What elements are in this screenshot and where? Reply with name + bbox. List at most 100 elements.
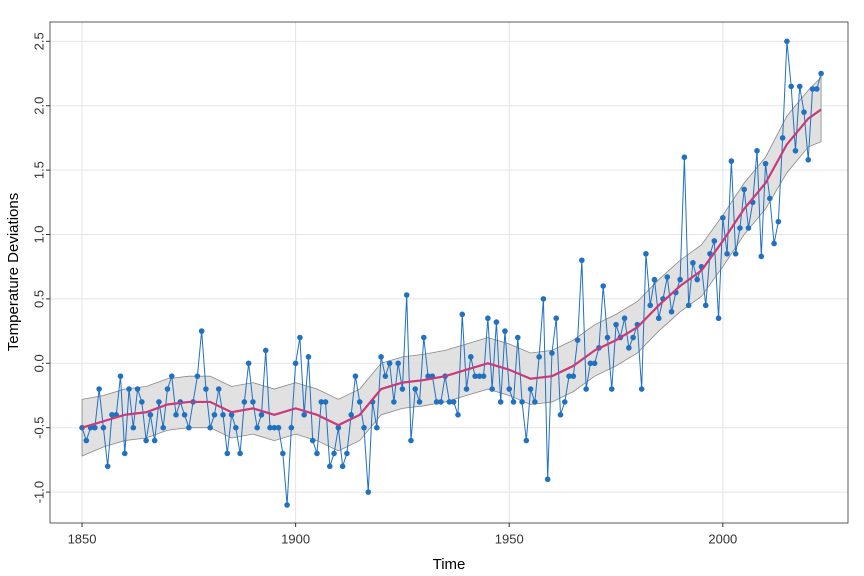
point (536, 354, 542, 360)
point (553, 315, 560, 322)
point (574, 337, 581, 343)
point (604, 334, 611, 341)
point (737, 225, 743, 231)
point (446, 399, 453, 405)
point (715, 315, 722, 322)
point (117, 373, 124, 379)
y-tick-label: -0.5 (31, 416, 46, 438)
point (805, 157, 812, 163)
point (630, 334, 636, 341)
point (651, 276, 658, 283)
point (814, 86, 820, 92)
point (425, 373, 431, 379)
y-tick-label: 0.5 (31, 290, 46, 308)
point (318, 399, 325, 405)
point (207, 424, 213, 431)
point (151, 437, 158, 444)
point (621, 315, 628, 322)
point (126, 386, 132, 392)
point (459, 311, 466, 318)
point (638, 386, 645, 392)
point (681, 154, 688, 161)
x-axis-title: Time (433, 556, 466, 573)
y-tick-label: 2.5 (31, 32, 46, 50)
point (335, 424, 342, 431)
point (186, 424, 192, 431)
confidence-band (81, 76, 822, 457)
point (215, 386, 222, 392)
point (775, 218, 782, 225)
point (297, 334, 303, 341)
point (557, 412, 564, 418)
point (754, 147, 760, 154)
point (245, 360, 252, 367)
point (702, 302, 709, 309)
point (147, 412, 154, 418)
point (391, 399, 397, 405)
point (779, 135, 786, 141)
point (655, 315, 662, 322)
point (399, 386, 406, 392)
point (788, 83, 794, 90)
point (403, 292, 410, 298)
point (480, 373, 487, 379)
point (647, 302, 654, 309)
x-tick-label: 1850 (68, 531, 97, 546)
point (438, 399, 444, 405)
point (96, 386, 102, 392)
point (258, 412, 265, 418)
point (796, 83, 803, 90)
y-tick-label: 1.0 (31, 225, 46, 243)
point (331, 450, 337, 457)
point (233, 424, 239, 431)
point (771, 240, 777, 247)
point (762, 160, 769, 167)
point (280, 450, 286, 457)
point (134, 386, 141, 392)
point (690, 260, 696, 266)
point (160, 424, 167, 431)
point (100, 424, 107, 431)
point (416, 399, 423, 405)
y-tick-label: -1.0 (31, 481, 46, 503)
point (485, 315, 491, 322)
point (767, 195, 773, 202)
point (809, 86, 816, 92)
point (378, 354, 384, 360)
point (292, 360, 299, 367)
point (664, 274, 671, 280)
point (356, 399, 363, 405)
point (361, 424, 367, 431)
point (711, 238, 718, 244)
point (792, 147, 799, 154)
point (339, 463, 346, 470)
point (181, 412, 188, 418)
point (322, 399, 329, 405)
point (211, 412, 218, 418)
y-axis-title: Temperature Deviations (5, 193, 22, 351)
point (168, 373, 175, 379)
point (104, 463, 111, 470)
point (262, 347, 269, 354)
point (463, 386, 470, 392)
point (720, 214, 726, 221)
point (472, 373, 478, 379)
point (561, 399, 568, 405)
plot-border (49, 21, 849, 524)
point (724, 251, 730, 257)
point (549, 350, 555, 356)
point (728, 158, 735, 164)
point (130, 424, 137, 431)
point (732, 251, 739, 257)
point (267, 424, 273, 431)
point (224, 450, 231, 457)
point (801, 109, 807, 115)
point (741, 186, 747, 193)
point (121, 450, 128, 457)
point (570, 373, 577, 379)
point (818, 70, 824, 77)
point (382, 373, 389, 379)
point (591, 360, 598, 367)
point (237, 450, 243, 457)
